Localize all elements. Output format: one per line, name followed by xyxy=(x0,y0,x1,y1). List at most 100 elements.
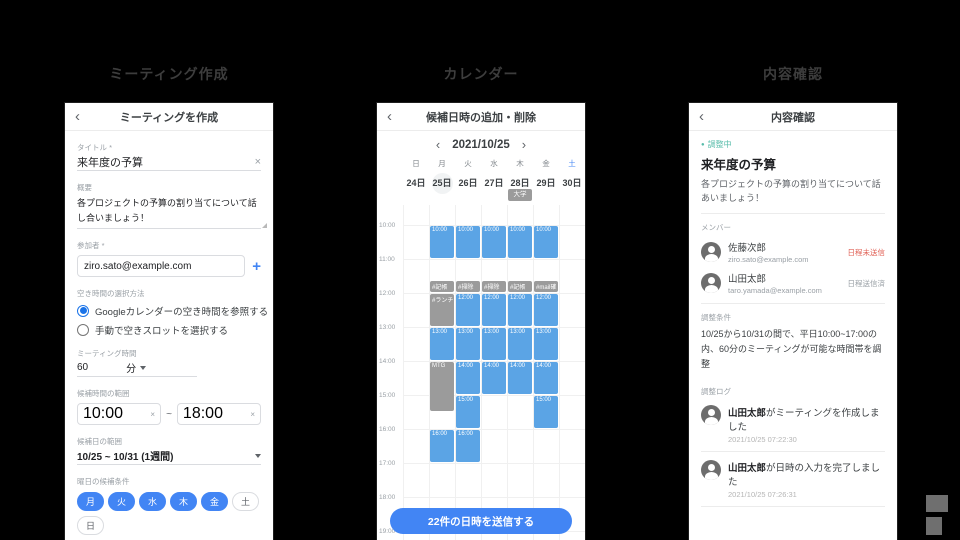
avatar-icon xyxy=(701,405,721,425)
candidate-slot[interactable]: 12:00 xyxy=(534,294,558,326)
time-from-input[interactable]: 10:00 × xyxy=(77,403,162,425)
candidate-slot[interactable]: 13:00 xyxy=(430,328,454,360)
divider xyxy=(701,303,885,304)
candidate-slot[interactable]: 14:00 xyxy=(456,362,480,394)
send-slots-button[interactable]: 22件の日時を送信する xyxy=(390,508,572,534)
back-icon[interactable]: ‹ xyxy=(75,108,80,125)
add-participant-icon[interactable]: + xyxy=(252,257,261,275)
radio-option[interactable]: 手動で空きスロットを選択する xyxy=(77,322,261,337)
grid-column-line xyxy=(481,205,482,540)
duration-select[interactable]: 60 分 xyxy=(77,359,197,377)
candidate-slot[interactable]: 14:00 xyxy=(508,362,532,394)
candidate-slot[interactable]: 12:00 xyxy=(482,294,506,326)
resize-handle-icon[interactable] xyxy=(262,223,267,228)
candidate-slot[interactable]: 10:00 xyxy=(534,226,558,258)
candidate-slot[interactable]: 10:00 xyxy=(482,226,506,258)
busy-event[interactable]: #掃除 xyxy=(482,281,506,292)
candidate-slot[interactable]: 13:00 xyxy=(482,328,506,360)
busy-event[interactable]: #ランチ xyxy=(430,294,454,326)
candidate-slot[interactable]: 14:00 xyxy=(534,362,558,394)
busy-event[interactable]: #記帳 xyxy=(430,281,454,292)
weekday-chip[interactable]: 土 xyxy=(232,492,259,511)
back-icon[interactable]: ‹ xyxy=(387,108,392,125)
time-to-value: 18:00 xyxy=(182,405,223,422)
weekday-chip[interactable]: 日 xyxy=(77,516,104,535)
day-date[interactable]: 28日 xyxy=(507,173,533,194)
confirm-header: ‹ 内容確認 xyxy=(689,103,897,131)
candidate-slot[interactable]: 13:00 xyxy=(508,328,532,360)
date-range-select[interactable]: 10/25 ~ 10/31 (1週間) xyxy=(77,447,261,465)
time-to-input[interactable]: 18:00 × xyxy=(176,403,261,425)
confirm-header-title: 内容確認 xyxy=(771,111,815,124)
day-date[interactable]: 24日 xyxy=(403,173,429,194)
day-date[interactable]: 25日 xyxy=(429,173,455,194)
candidate-slot[interactable]: 12:00 xyxy=(508,294,532,326)
grid-hour-line xyxy=(403,327,585,328)
event-label: 15:00 xyxy=(458,397,474,403)
candidate-slot[interactable]: 10:00 xyxy=(508,226,532,258)
summary-textarea[interactable]: 各プロジェクトの予算の割り当てについて話し合いましょう！ xyxy=(77,196,267,229)
hour-label: 10:00 xyxy=(379,222,396,229)
candidate-slot[interactable]: 13:00 xyxy=(534,328,558,360)
event-label: 14:00 xyxy=(536,363,552,369)
title-input[interactable]: 来年度の予算 × xyxy=(77,153,261,171)
busy-event[interactable]: MTG xyxy=(430,362,454,411)
hour-label: 11:00 xyxy=(379,256,395,263)
log-actor: 山田太郎 xyxy=(728,408,767,419)
candidate-slot[interactable]: 15:00 xyxy=(456,396,480,428)
time-range-label: 候補時間の範囲 xyxy=(77,389,130,398)
prev-week-icon[interactable]: ‹ xyxy=(435,137,441,152)
event-label: 12:00 xyxy=(510,295,526,301)
back-icon[interactable]: ‹ xyxy=(699,108,704,125)
candidate-slot[interactable]: 15:00 xyxy=(534,396,558,428)
event-label: 15:00 xyxy=(536,397,552,403)
conditions-section-label: 調整条件 xyxy=(701,313,731,322)
candidate-slot[interactable]: 10:00 xyxy=(456,226,480,258)
candidate-slot[interactable]: 13:00 xyxy=(456,328,480,360)
participant-input[interactable]: ziro.sato@example.com xyxy=(77,255,246,277)
chevron-down-icon xyxy=(255,453,261,458)
calendar-grid[interactable]: 10:00 11:00 12:00 13:00 14:00 15:00 16:00 17:00… xyxy=(377,205,585,540)
grid-hour-line xyxy=(403,497,585,498)
radio-icon[interactable] xyxy=(77,304,89,317)
conditions-text: 10/25から10/31の間で、平日10:00~17:00の内、60分のミーティ… xyxy=(701,329,882,369)
event-label: 12:00 xyxy=(536,295,552,301)
participants-field-label: 参加者 * xyxy=(77,241,105,250)
weekday-chip[interactable]: 水 xyxy=(139,492,166,511)
busy-event[interactable]: #mail確 xyxy=(534,281,558,292)
clear-icon[interactable]: × xyxy=(254,155,261,168)
weekday-chip[interactable]: 金 xyxy=(201,492,228,511)
duration-value: 60 xyxy=(77,362,89,373)
radio-option-label: Googleカレンダーの空き時間を参照する xyxy=(95,306,269,318)
allday-event[interactable]: 大学 xyxy=(508,189,532,201)
weekday-chip[interactable]: 火 xyxy=(108,492,135,511)
clear-icon[interactable]: × xyxy=(250,409,255,419)
candidate-slot[interactable]: 16:00 xyxy=(456,430,480,462)
caption-confirm-screen: 内容確認 xyxy=(763,66,823,82)
day-date[interactable]: 29日 xyxy=(533,173,559,194)
day-date[interactable]: 27日 xyxy=(481,173,507,194)
busy-event[interactable]: #記帳 xyxy=(508,281,532,292)
day-date[interactable]: 30日 xyxy=(559,173,585,194)
phone-screen-create: ‹ ミーティングを作成 タイトル * 来年度の予算 × 概要 各プロジェクトの予… xyxy=(65,103,273,540)
weekday-chip[interactable]: 月 xyxy=(77,492,104,511)
candidate-slot[interactable]: 16:00 xyxy=(430,430,454,462)
day-name: 火 xyxy=(464,159,472,168)
busy-event[interactable]: #掃除 xyxy=(456,281,480,292)
status-dot-icon: ● xyxy=(701,141,705,148)
event-label: 14:00 xyxy=(510,363,526,369)
event-label: 13:00 xyxy=(510,329,526,335)
radio-option[interactable]: Googleカレンダーの空き時間を参照する xyxy=(77,303,268,318)
grid-hour-line xyxy=(403,259,585,260)
time-range-row: 10:00 × ~ 18:00 × xyxy=(77,403,261,425)
candidate-slot[interactable]: 10:00 xyxy=(430,226,454,258)
member-email: ziro.sato@example.com xyxy=(728,255,809,264)
radio-icon[interactable] xyxy=(77,323,89,336)
next-week-icon[interactable]: › xyxy=(521,137,527,152)
weekday-chip[interactable]: 木 xyxy=(170,492,197,511)
day-date[interactable]: 26日 xyxy=(455,173,481,194)
clear-icon[interactable]: × xyxy=(150,409,156,419)
candidate-slot[interactable]: 14:00 xyxy=(482,362,506,394)
candidate-slot[interactable]: 12:00 xyxy=(456,294,480,326)
event-label: #掃除 xyxy=(458,285,474,292)
